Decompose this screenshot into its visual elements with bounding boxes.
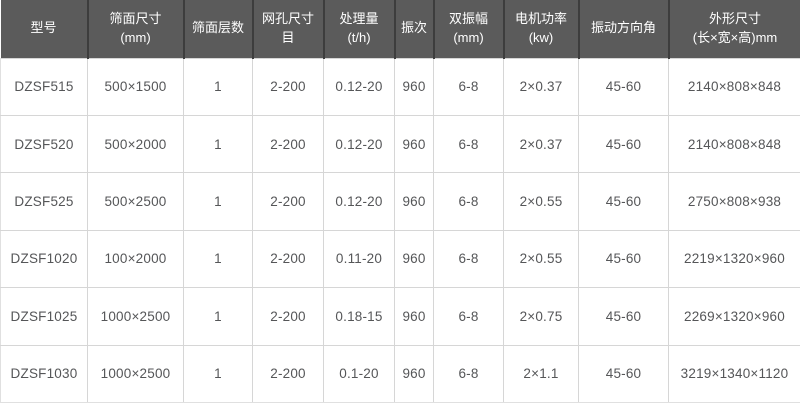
col-header-capacity: 处理量 (t/h) [323, 0, 396, 58]
cell-motor-power: 2×0.55 [503, 172, 579, 231]
cell-capacity: 0.11-20 [323, 229, 395, 289]
cell-mesh-size: 2-200 [252, 344, 324, 403]
cell-frequency: 960 [394, 344, 434, 403]
cell-double-amplitude: 6-8 [433, 344, 504, 403]
cell-motor-power: 2×0.55 [503, 229, 579, 289]
cell-screen-size: 1000×2500 [87, 287, 184, 346]
cell-frequency: 960 [394, 172, 434, 231]
cell-screen-layers: 1 [183, 287, 253, 346]
cell-motor-power: 2×0.37 [503, 57, 579, 116]
cell-capacity: 0.1-20 [323, 344, 395, 403]
col-header-screen-layers: 筛面层数 [183, 0, 254, 58]
cell-screen-size: 500×1500 [87, 57, 184, 116]
table-row: DZSF520 500×2000 1 2-200 0.12-20 960 6-8 2×0.37… [0, 114, 800, 174]
cell-motor-power: 2×1.1 [503, 344, 579, 403]
cell-dimensions: 2750×808×938 [668, 172, 800, 231]
cell-dimensions: 2219×1320×960 [668, 229, 800, 289]
cell-model: DZSF1030 [0, 344, 88, 403]
cell-motor-power: 2×0.75 [503, 287, 579, 346]
cell-screen-size: 500×2500 [87, 172, 184, 231]
cell-screen-layers: 1 [183, 57, 253, 116]
cell-vibration-angle: 45-60 [578, 114, 669, 174]
cell-double-amplitude: 6-8 [433, 287, 504, 346]
col-header-dimensions: 外形尺寸 (长×宽×高)mm [668, 0, 800, 58]
cell-vibration-angle: 45-60 [578, 172, 669, 231]
cell-screen-size: 500×2000 [87, 114, 184, 174]
cell-vibration-angle: 45-60 [578, 344, 669, 403]
cell-screen-layers: 1 [183, 344, 253, 403]
cell-frequency: 960 [394, 57, 434, 116]
cell-mesh-size: 2-200 [252, 229, 324, 289]
col-header-motor-power: 电机功率 (kw) [503, 0, 580, 58]
cell-vibration-angle: 45-60 [578, 287, 669, 346]
cell-double-amplitude: 6-8 [433, 57, 504, 116]
table-body: DZSF515 500×1500 1 2-200 0.12-20 960 6-8 2×0.37… [0, 57, 800, 403]
cell-model: DZSF525 [0, 172, 88, 231]
cell-frequency: 960 [394, 287, 434, 346]
cell-double-amplitude: 6-8 [433, 114, 504, 174]
col-header-double-amplitude: 双振幅 (mm) [433, 0, 505, 58]
cell-mesh-size: 2-200 [252, 114, 324, 174]
cell-capacity: 0.12-20 [323, 57, 395, 116]
cell-dimensions: 2140×808×848 [668, 114, 800, 174]
cell-mesh-size: 2-200 [252, 57, 324, 116]
table-row: DZSF515 500×1500 1 2-200 0.12-20 960 6-8 2×0.37… [0, 57, 800, 116]
cell-vibration-angle: 45-60 [578, 229, 669, 289]
col-header-model: 型号 [0, 0, 89, 58]
cell-screen-size: 1000×2500 [87, 344, 184, 403]
cell-capacity: 0.12-20 [323, 172, 395, 231]
cell-double-amplitude: 6-8 [433, 229, 504, 289]
cell-frequency: 960 [394, 229, 434, 289]
table-header: 型号 筛面尺寸 (mm) 筛面层数 网孔尺寸 目 处理量 (t/h) 振次 双振… [0, 0, 800, 58]
col-header-vibration-angle: 振动方向角 [578, 0, 670, 58]
cell-dimensions: 3219×1340×1120 [668, 344, 800, 403]
cell-dimensions: 2269×1320×960 [668, 287, 800, 346]
table-row: DZSF525 500×2500 1 2-200 0.12-20 960 6-8 2×0.55… [0, 172, 800, 231]
header-row: 型号 筛面尺寸 (mm) 筛面层数 网孔尺寸 目 处理量 (t/h) 振次 双振… [0, 0, 800, 58]
cell-mesh-size: 2-200 [252, 287, 324, 346]
table-row: DZSF1030 1000×2500 1 2-200 0.1-20 960 6-8 2×1.1… [0, 344, 800, 403]
cell-model: DZSF520 [0, 114, 88, 174]
cell-capacity: 0.12-20 [323, 114, 395, 174]
cell-screen-size: 100×2000 [87, 229, 184, 289]
cell-frequency: 960 [394, 114, 434, 174]
col-header-frequency: 振次 [394, 0, 435, 58]
cell-vibration-angle: 45-60 [578, 57, 669, 116]
cell-screen-layers: 1 [183, 229, 253, 289]
cell-mesh-size: 2-200 [252, 172, 324, 231]
cell-motor-power: 2×0.37 [503, 114, 579, 174]
col-header-mesh-size: 网孔尺寸 目 [252, 0, 325, 58]
cell-capacity: 0.18-15 [323, 287, 395, 346]
col-header-screen-size: 筛面尺寸 (mm) [87, 0, 185, 58]
table-row: DZSF1025 1000×2500 1 2-200 0.18-15 960 6-8 2×0.… [0, 287, 800, 346]
cell-screen-layers: 1 [183, 172, 253, 231]
cell-model: DZSF1020 [0, 229, 88, 289]
table-row: DZSF1020 100×2000 1 2-200 0.11-20 960 6-8 2×0.5… [0, 229, 800, 289]
cell-screen-layers: 1 [183, 114, 253, 174]
cell-model: DZSF515 [0, 57, 88, 116]
cell-dimensions: 2140×808×848 [668, 57, 800, 116]
cell-double-amplitude: 6-8 [433, 172, 504, 231]
cell-model: DZSF1025 [0, 287, 88, 346]
